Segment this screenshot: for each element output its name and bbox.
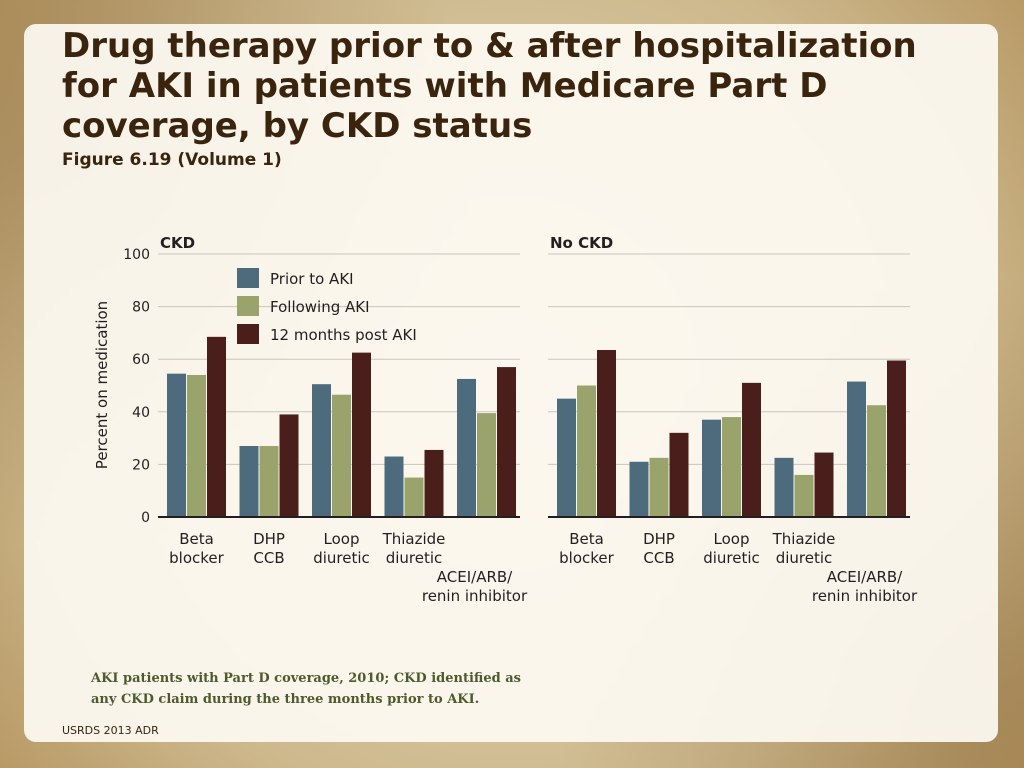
legend-swatch: [237, 268, 259, 288]
bar-2-3: [722, 417, 741, 517]
bar-2-5: [867, 405, 886, 517]
bar-2-4: [794, 474, 814, 517]
bar-1-5: [847, 381, 866, 517]
bar-3-3: [742, 382, 761, 517]
y-tick-label: 60: [132, 352, 150, 368]
bar-2-2: [649, 457, 669, 517]
bar-2-1: [577, 385, 596, 517]
category-label: Loop: [714, 530, 750, 548]
bar-1-2: [629, 461, 649, 517]
legend-label: 12 months post AKI: [270, 326, 417, 344]
category-label: CCB: [253, 549, 284, 567]
bar-3-5: [497, 367, 516, 517]
category-label: renin inhibitor: [422, 587, 528, 605]
category-label: DHP: [643, 530, 675, 548]
category-label: CCB: [643, 549, 674, 567]
bar-2-4: [404, 477, 424, 517]
slide-title: Drug therapy prior to & after hospitaliz…: [62, 26, 917, 146]
bar-3-4: [814, 452, 834, 517]
bar-2-2: [259, 445, 279, 517]
category-label: blocker: [169, 549, 224, 567]
category-label: Beta: [179, 530, 214, 548]
figure-subtitle: Figure 6.19 (Volume 1): [62, 150, 282, 170]
bar-1-3: [702, 419, 721, 517]
bar-3-4: [424, 449, 444, 517]
bar-3-1: [597, 349, 616, 517]
footnote: AKI patients with Part D coverage, 2010;…: [91, 671, 521, 707]
y-tick-label: 0: [141, 510, 150, 526]
y-tick-label: 20: [132, 457, 150, 473]
y-axis-label: Percent on medication: [93, 301, 111, 469]
bar-3-2: [669, 432, 689, 517]
bar-2-1: [187, 374, 206, 517]
category-label: Beta: [569, 530, 604, 548]
bar-3-2: [279, 414, 299, 517]
chart-title: CKD: [160, 234, 195, 252]
y-tick-label: 40: [132, 405, 150, 421]
y-tick-label: 80: [132, 300, 150, 316]
bar-1-1: [167, 373, 186, 517]
legend-swatch: [237, 296, 259, 316]
bar-1-3: [312, 384, 331, 517]
category-label: Thiazide: [382, 530, 446, 548]
category-label: blocker: [559, 549, 614, 567]
bar-1-1: [557, 398, 576, 517]
category-label: ACEI/ARB/: [827, 568, 903, 586]
category-label: diuretic: [386, 549, 443, 567]
legend-swatch: [237, 324, 259, 344]
bar-2-3: [332, 394, 351, 517]
y-tick-label: 100: [123, 247, 150, 263]
source-label: USRDS 2013 ADR: [62, 724, 159, 737]
bar-1-5: [457, 378, 476, 517]
bar-2-5: [477, 413, 496, 517]
bar-1-2: [239, 445, 259, 517]
legend-label: Prior to AKI: [270, 270, 354, 288]
chart-title: No CKD: [550, 234, 613, 252]
bar-3-1: [207, 336, 226, 517]
legend-label: Following AKI: [270, 298, 370, 316]
category-label: ACEI/ARB/: [437, 568, 513, 586]
chart-panel-2: BetablockerDHPCCBLoopdiureticThiazidediu…: [548, 234, 918, 605]
bar-1-4: [774, 457, 794, 517]
category-label: diuretic: [703, 549, 760, 567]
category-label: diuretic: [313, 549, 370, 567]
bar-3-3: [352, 352, 371, 517]
category-label: Thiazide: [772, 530, 836, 548]
chart-panel-1: BetablockerDHPCCBLoopdiureticThiazidediu…: [93, 234, 528, 605]
bar-3-5: [887, 360, 906, 517]
category-label: diuretic: [776, 549, 833, 567]
bar-1-4: [384, 456, 404, 517]
category-label: Loop: [324, 530, 360, 548]
category-label: renin inhibitor: [812, 587, 918, 605]
category-label: DHP: [253, 530, 285, 548]
